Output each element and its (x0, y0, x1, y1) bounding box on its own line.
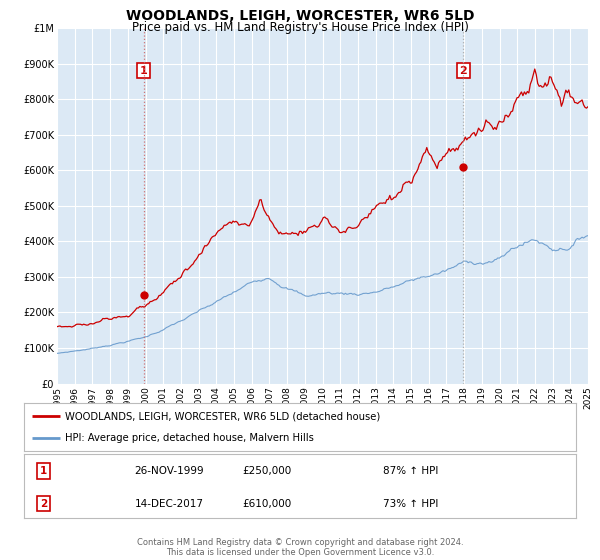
Text: WOODLANDS, LEIGH, WORCESTER, WR6 5LD: WOODLANDS, LEIGH, WORCESTER, WR6 5LD (126, 9, 474, 23)
Text: 14-DEC-2017: 14-DEC-2017 (134, 499, 203, 509)
Text: WOODLANDS, LEIGH, WORCESTER, WR6 5LD (detached house): WOODLANDS, LEIGH, WORCESTER, WR6 5LD (de… (65, 411, 380, 421)
Text: £250,000: £250,000 (242, 466, 292, 476)
Text: 73% ↑ HPI: 73% ↑ HPI (383, 499, 438, 509)
Text: 26-NOV-1999: 26-NOV-1999 (134, 466, 204, 476)
Text: Contains HM Land Registry data © Crown copyright and database right 2024.
This d: Contains HM Land Registry data © Crown c… (137, 538, 463, 557)
Text: 87% ↑ HPI: 87% ↑ HPI (383, 466, 438, 476)
Text: 2: 2 (460, 66, 467, 76)
Text: HPI: Average price, detached house, Malvern Hills: HPI: Average price, detached house, Malv… (65, 433, 314, 443)
Text: 1: 1 (40, 466, 47, 476)
Text: £610,000: £610,000 (242, 499, 292, 509)
Text: 2: 2 (40, 499, 47, 509)
Text: Price paid vs. HM Land Registry's House Price Index (HPI): Price paid vs. HM Land Registry's House … (131, 21, 469, 34)
Text: 1: 1 (140, 66, 148, 76)
